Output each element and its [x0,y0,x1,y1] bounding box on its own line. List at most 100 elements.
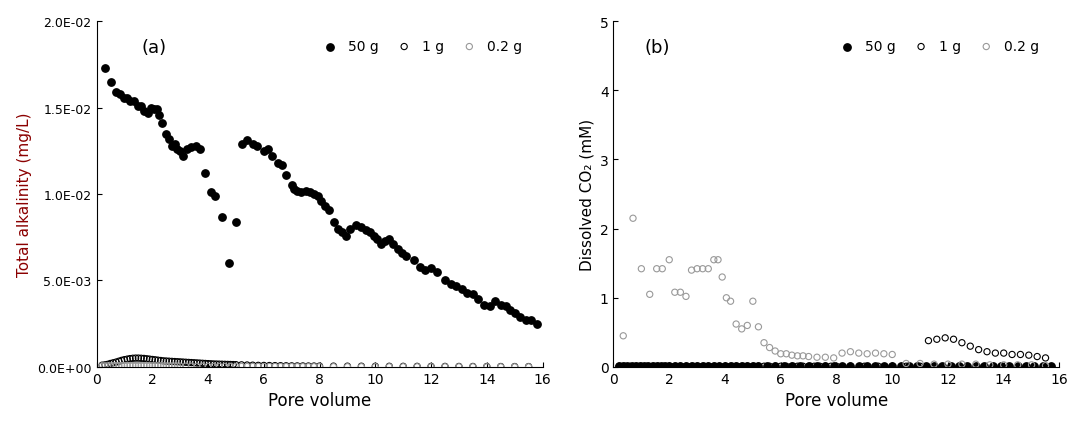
1 g [897,363,915,370]
0.2 g [127,363,144,369]
50 g [711,363,728,370]
0.2 g [897,360,915,367]
1 g [995,350,1012,357]
1 g [166,358,183,365]
50 g [285,186,303,193]
1 g [210,361,228,368]
0.2 g [255,363,272,370]
1 g [122,355,139,362]
0.2 g [940,361,957,368]
0.2 g [260,363,278,370]
50 g [825,363,842,370]
50 g [132,103,150,110]
50 g [248,143,266,150]
0.2 g [666,289,684,296]
0.2 g [294,363,311,370]
0.2 g [773,351,790,357]
50 g [959,363,976,370]
50 g [518,317,535,324]
0.2 g [205,363,222,370]
1 g [700,363,717,370]
50 g [293,190,310,196]
1 g [107,359,125,366]
0.2 g [506,363,523,370]
0.2 g [141,363,158,369]
1 g [266,363,283,369]
50 g [975,363,993,370]
50 g [116,95,133,102]
0.2 g [755,340,773,346]
1 g [478,363,496,370]
1 g [111,358,128,365]
1 g [175,359,192,366]
0.2 g [750,324,767,331]
1 g [828,363,845,370]
50 g [324,219,342,226]
1 g [395,363,412,370]
1 g [688,363,705,370]
50 g [464,291,482,298]
50 g [353,224,370,231]
0.2 g [911,360,929,367]
1 g [638,363,655,370]
0.2 g [1037,362,1055,369]
0.2 g [266,363,283,370]
50 g [640,363,658,370]
1 g [244,362,261,369]
50 g [1034,363,1051,370]
50 g [273,162,291,169]
1 g [677,363,694,370]
0.2 g [464,363,482,370]
50 g [926,363,943,370]
0.2 g [157,363,175,369]
50 g [368,236,385,243]
1 g [422,363,439,370]
Legend: 50 g, 1 g, 0.2 g: 50 g, 1 g, 0.2 g [312,36,526,58]
1 g [655,363,673,370]
1 g [161,358,178,365]
50 g [264,153,281,160]
0.2 g [324,363,342,370]
50 g [817,363,834,370]
50 g [329,226,346,233]
50 g [442,281,459,288]
0.2 g [817,354,834,361]
1 g [945,336,962,343]
1 g [130,355,148,362]
1 g [272,363,290,369]
0.2 g [783,352,801,359]
1 g [299,363,317,370]
50 g [97,65,114,72]
1 g [191,360,208,367]
1 g [188,360,205,366]
1 g [324,363,342,370]
1 g [805,363,822,370]
0.2 g [633,266,650,273]
1 g [755,363,773,370]
0.2 g [367,363,384,370]
0.2 g [422,363,439,370]
Y-axis label: Dissolved CO₂ (mM): Dissolved CO₂ (mM) [579,119,595,271]
50 g [436,277,454,284]
50 g [337,233,355,239]
50 g [321,207,339,213]
1 g [773,363,790,370]
0.2 g [493,363,510,370]
1 g [936,335,954,342]
50 g [950,363,968,370]
50 g [652,363,669,370]
50 g [656,363,674,370]
1 g [493,363,510,370]
50 g [136,108,153,115]
0.2 g [727,321,744,328]
1 g [766,363,783,370]
0.2 g [661,257,678,264]
0.2 g [104,363,122,369]
50 g [623,363,640,370]
50 g [179,147,196,153]
50 g [244,141,261,148]
50 g [631,363,649,370]
0.2 g [624,215,641,222]
1 g [822,363,840,370]
1 g [800,363,817,370]
